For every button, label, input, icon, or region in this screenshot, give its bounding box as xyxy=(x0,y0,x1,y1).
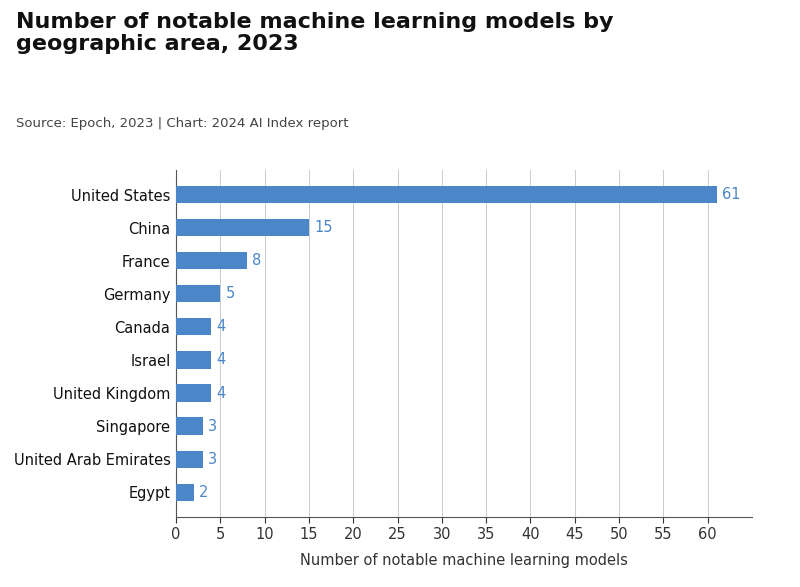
Bar xyxy=(176,318,211,335)
Text: 8: 8 xyxy=(252,253,262,268)
Text: 15: 15 xyxy=(314,220,333,235)
Bar xyxy=(176,219,309,236)
Text: 4: 4 xyxy=(217,319,226,335)
X-axis label: Number of notable machine learning models: Number of notable machine learning model… xyxy=(300,553,628,568)
Text: 4: 4 xyxy=(217,352,226,367)
Text: 61: 61 xyxy=(722,187,740,202)
Bar xyxy=(176,451,202,468)
Bar xyxy=(176,352,211,369)
Bar xyxy=(176,186,717,203)
Text: 2: 2 xyxy=(199,485,209,500)
Text: 3: 3 xyxy=(208,451,217,467)
Text: 3: 3 xyxy=(208,419,217,434)
Text: Number of notable machine learning models by
geographic area, 2023: Number of notable machine learning model… xyxy=(16,12,614,54)
Bar xyxy=(176,285,220,302)
Bar xyxy=(176,484,194,501)
Bar xyxy=(176,417,202,435)
Text: 4: 4 xyxy=(217,386,226,400)
Text: 5: 5 xyxy=(226,286,235,301)
Text: Source: Epoch, 2023 | Chart: 2024 AI Index report: Source: Epoch, 2023 | Chart: 2024 AI Ind… xyxy=(16,117,349,130)
Bar xyxy=(176,252,247,269)
Bar xyxy=(176,384,211,402)
